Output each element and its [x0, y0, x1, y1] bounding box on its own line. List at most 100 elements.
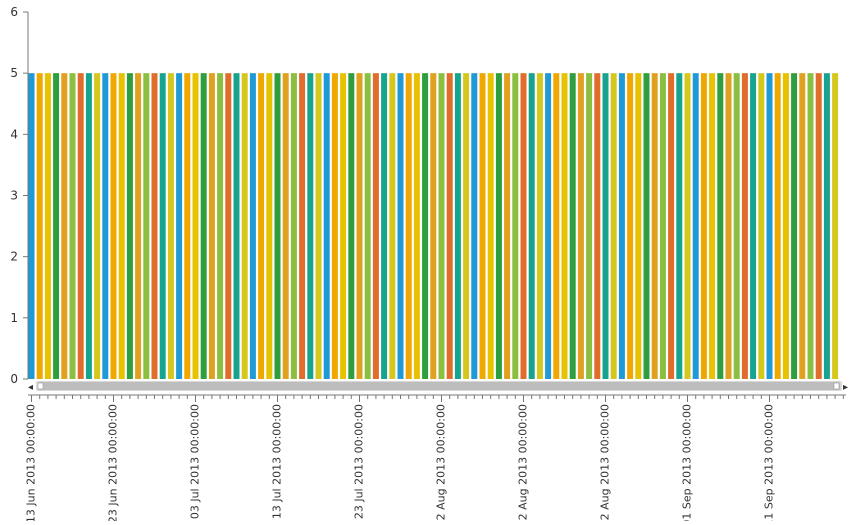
- bar[interactable]: [85, 73, 92, 380]
- bar[interactable]: [200, 73, 207, 380]
- bar[interactable]: [545, 73, 552, 380]
- bar[interactable]: [258, 73, 265, 380]
- bar[interactable]: [53, 73, 60, 380]
- bar[interactable]: [807, 73, 814, 380]
- bar[interactable]: [397, 73, 404, 380]
- bar[interactable]: [217, 73, 224, 380]
- bar[interactable]: [422, 73, 429, 380]
- bar[interactable]: [512, 73, 519, 380]
- bar[interactable]: [832, 73, 839, 380]
- bar[interactable]: [225, 73, 232, 380]
- bar[interactable]: [463, 73, 470, 380]
- bar[interactable]: [340, 73, 347, 380]
- bar[interactable]: [692, 73, 699, 380]
- bar[interactable]: [733, 73, 740, 380]
- bar[interactable]: [36, 73, 43, 380]
- bar[interactable]: [569, 73, 576, 380]
- bar[interactable]: [274, 73, 281, 380]
- bar[interactable]: [290, 73, 297, 380]
- bar[interactable]: [627, 73, 634, 380]
- bar[interactable]: [725, 73, 732, 380]
- bar[interactable]: [659, 73, 666, 380]
- bar[interactable]: [758, 73, 765, 380]
- bar[interactable]: [774, 73, 781, 380]
- bar[interactable]: [135, 73, 142, 380]
- bar[interactable]: [364, 73, 371, 380]
- bar[interactable]: [446, 73, 453, 380]
- bar[interactable]: [28, 73, 35, 380]
- bar[interactable]: [315, 73, 322, 380]
- bar[interactable]: [717, 73, 724, 380]
- bar[interactable]: [356, 73, 363, 380]
- bar[interactable]: [454, 73, 461, 380]
- bar[interactable]: [282, 73, 289, 380]
- bar[interactable]: [69, 73, 76, 380]
- bar[interactable]: [430, 73, 437, 380]
- bar[interactable]: [520, 73, 527, 380]
- bar[interactable]: [331, 73, 338, 380]
- bar[interactable]: [208, 73, 215, 380]
- bar[interactable]: [668, 73, 675, 380]
- bar[interactable]: [594, 73, 601, 380]
- bar[interactable]: [479, 73, 486, 380]
- bar[interactable]: [610, 73, 617, 380]
- bar[interactable]: [536, 73, 543, 380]
- scrollbar-handle-right[interactable]: [833, 382, 840, 390]
- bar[interactable]: [823, 73, 830, 380]
- bar[interactable]: [495, 73, 502, 380]
- bar[interactable]: [167, 73, 174, 380]
- bar[interactable]: [561, 73, 568, 380]
- bar[interactable]: [299, 73, 306, 380]
- bar[interactable]: [487, 73, 494, 380]
- bar[interactable]: [504, 73, 511, 380]
- bar[interactable]: [266, 73, 273, 380]
- scroll-right-arrow-icon[interactable]: ▸: [843, 382, 848, 393]
- bar[interactable]: [815, 73, 822, 380]
- bar[interactable]: [184, 73, 191, 380]
- bar[interactable]: [709, 73, 716, 380]
- bar[interactable]: [381, 73, 388, 380]
- bar[interactable]: [528, 73, 535, 380]
- bar[interactable]: [782, 73, 789, 380]
- bar[interactable]: [94, 73, 101, 380]
- bar[interactable]: [405, 73, 412, 380]
- bar[interactable]: [741, 73, 748, 380]
- bar[interactable]: [233, 73, 240, 380]
- bar[interactable]: [77, 73, 84, 380]
- bar[interactable]: [118, 73, 125, 380]
- bar[interactable]: [159, 73, 166, 380]
- bar[interactable]: [602, 73, 609, 380]
- bar[interactable]: [241, 73, 248, 380]
- bar[interactable]: [586, 73, 593, 380]
- bar[interactable]: [110, 73, 117, 380]
- bar[interactable]: [438, 73, 445, 380]
- bar[interactable]: [372, 73, 379, 380]
- bar[interactable]: [471, 73, 478, 380]
- bar[interactable]: [618, 73, 625, 380]
- bar[interactable]: [192, 73, 199, 380]
- bar[interactable]: [307, 73, 314, 380]
- bar[interactable]: [413, 73, 420, 380]
- scroll-left-arrow-icon[interactable]: ◂: [28, 382, 33, 393]
- bar[interactable]: [143, 73, 150, 380]
- bar[interactable]: [61, 73, 68, 380]
- bar[interactable]: [635, 73, 642, 380]
- bar[interactable]: [643, 73, 650, 380]
- bar[interactable]: [348, 73, 355, 380]
- bar[interactable]: [102, 73, 109, 380]
- bar[interactable]: [553, 73, 560, 380]
- bar[interactable]: [126, 73, 133, 380]
- bar[interactable]: [676, 73, 683, 380]
- bar[interactable]: [700, 73, 707, 380]
- bar[interactable]: [249, 73, 256, 380]
- bar[interactable]: [176, 73, 183, 380]
- bar[interactable]: [577, 73, 584, 380]
- bar[interactable]: [750, 73, 757, 380]
- bar[interactable]: [791, 73, 798, 380]
- bar[interactable]: [766, 73, 773, 380]
- horizontal-scrollbar[interactable]: ◂ ▸: [28, 381, 848, 393]
- scrollbar-handle-left[interactable]: [37, 382, 44, 390]
- scrollbar-thumb[interactable]: [38, 382, 840, 390]
- bar[interactable]: [44, 73, 51, 380]
- bar[interactable]: [799, 73, 806, 380]
